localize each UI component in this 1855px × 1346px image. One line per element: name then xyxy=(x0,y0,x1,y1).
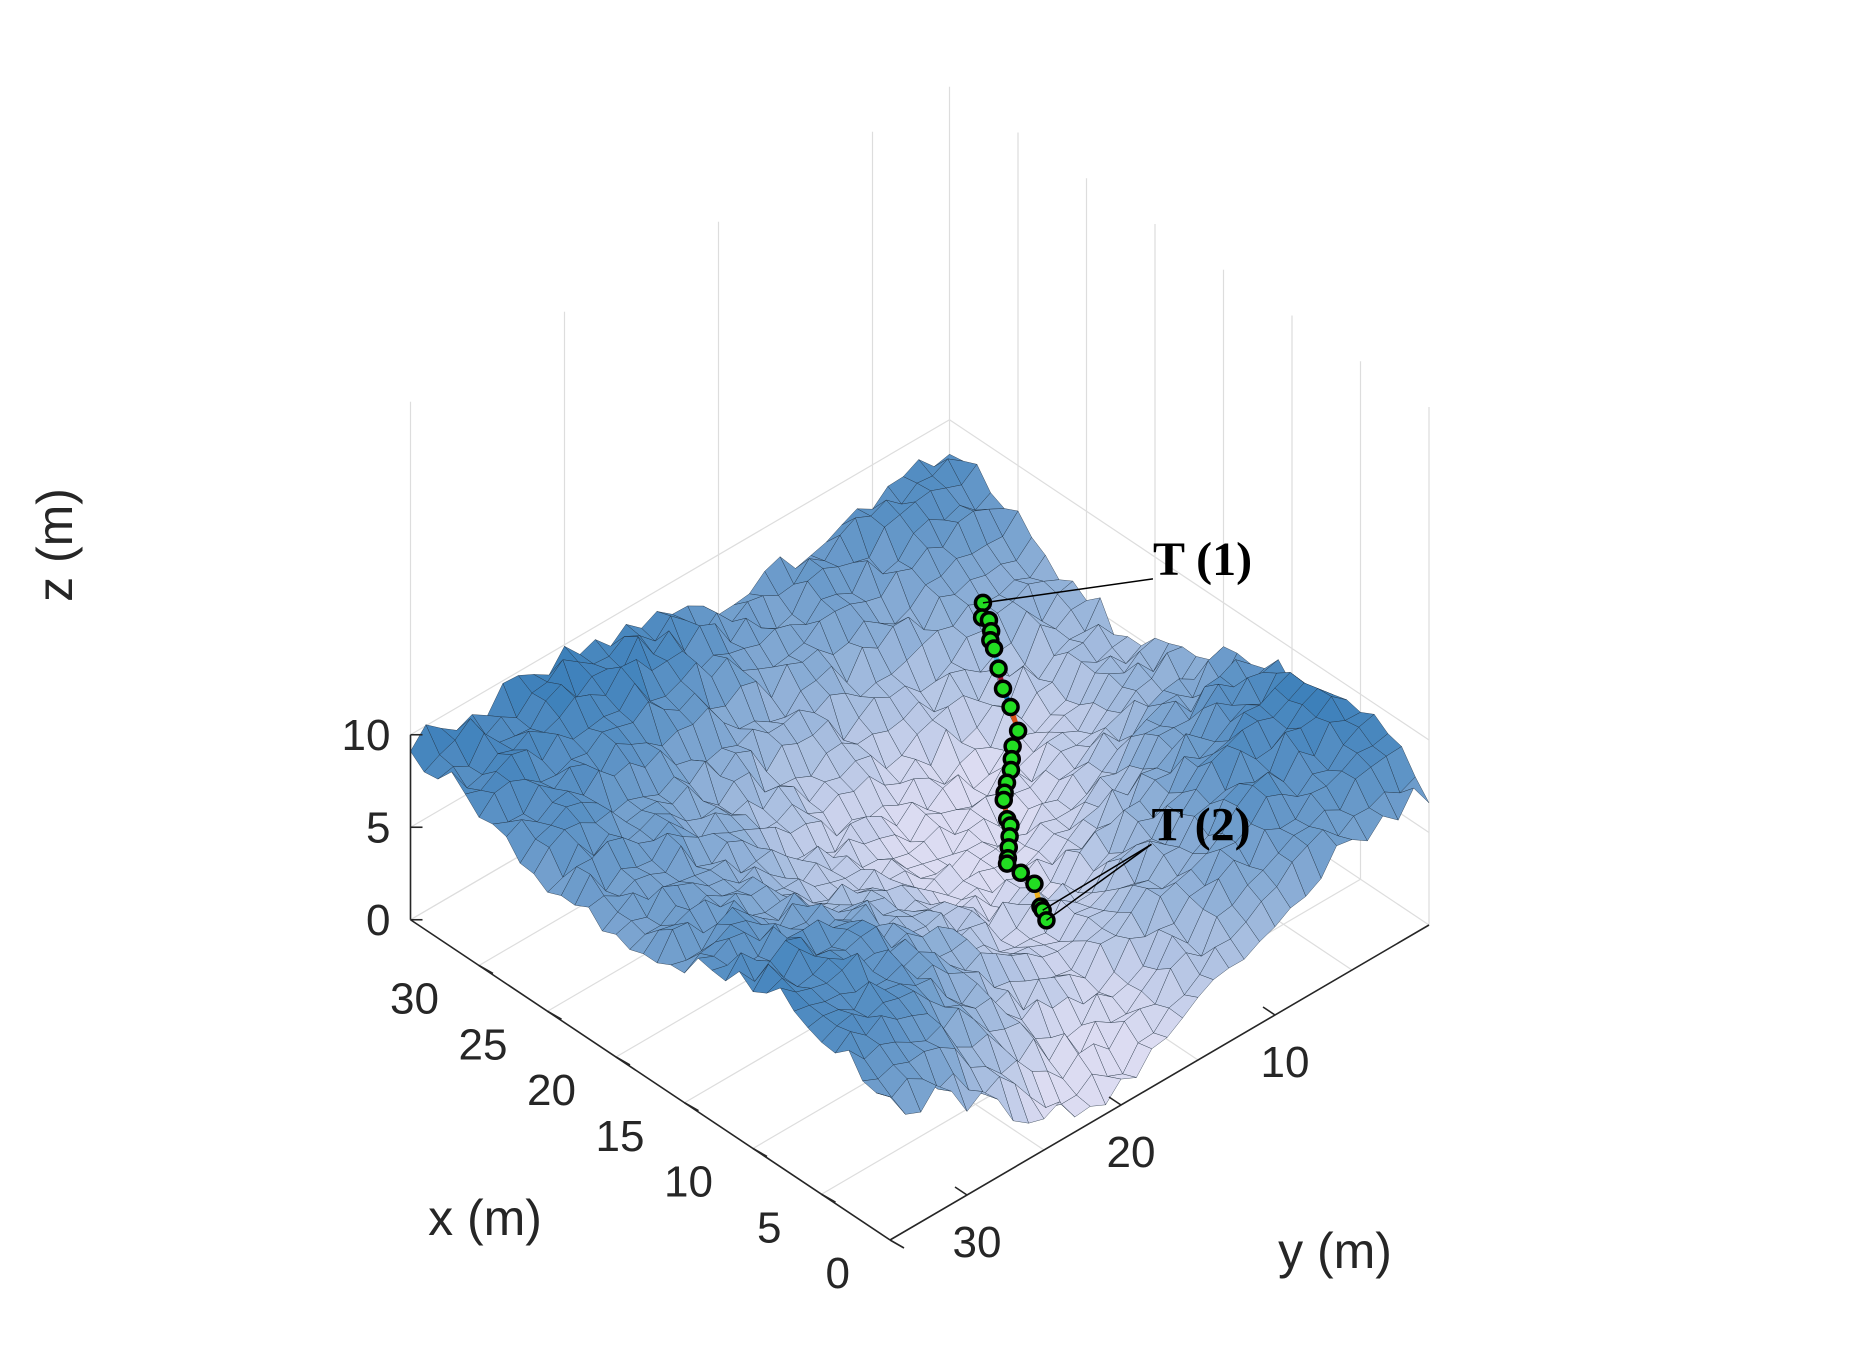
x-tick-label: 20 xyxy=(527,1066,576,1115)
y-axis-line xyxy=(889,924,1430,1241)
path-marker xyxy=(989,659,1008,678)
x-tick xyxy=(478,964,494,975)
terrain-surface xyxy=(410,453,1430,1124)
z-tick-label: 5 xyxy=(366,803,390,852)
x-tick xyxy=(684,1102,699,1112)
annotations: T (1) T (2) xyxy=(982,533,1252,921)
x-tick-label: 5 xyxy=(757,1203,781,1252)
x-tick xyxy=(821,1193,836,1203)
x-axis-line xyxy=(410,919,891,1241)
annotation-label: T (1) xyxy=(1153,533,1252,586)
annotation-leader xyxy=(1042,843,1152,911)
y-tick xyxy=(954,1186,968,1196)
x-tick xyxy=(615,1056,631,1066)
path-marker xyxy=(1011,863,1030,883)
x-tick xyxy=(889,1239,905,1249)
z-tick-label: 0 xyxy=(366,896,390,945)
path xyxy=(972,593,1056,930)
x-tick-label: 25 xyxy=(459,1020,508,1069)
y-tick xyxy=(1262,1006,1276,1016)
annotation-label: T (2) xyxy=(1151,798,1250,851)
path-marker xyxy=(1001,697,1020,717)
path-marker xyxy=(993,679,1013,698)
x-tick-label: 0 xyxy=(826,1249,850,1298)
x-tick-label: 10 xyxy=(664,1158,713,1207)
path-marker xyxy=(1008,721,1028,741)
path-marker xyxy=(994,790,1014,810)
z-tick-label: 10 xyxy=(342,711,391,760)
y-tick-label: 30 xyxy=(953,1218,1002,1267)
grid-line xyxy=(949,419,1430,741)
path-marker xyxy=(997,854,1017,873)
y-tick-label: 10 xyxy=(1261,1038,1310,1087)
x-axis-label: x (m) xyxy=(428,1190,542,1246)
path-marker xyxy=(984,639,1004,658)
grid-line xyxy=(410,419,950,736)
x-tick-label: 30 xyxy=(390,975,439,1024)
y-axis-label: y (m) xyxy=(1278,1223,1392,1279)
z-axis-label: z (m) xyxy=(27,488,83,602)
x-tick xyxy=(752,1147,768,1158)
x-tick-label: 15 xyxy=(596,1112,645,1161)
x-tick xyxy=(547,1010,562,1020)
y-tick-label: 20 xyxy=(1107,1128,1156,1177)
annotation-leader xyxy=(982,578,1154,604)
surface-patch xyxy=(876,1092,906,1115)
y-tick xyxy=(1108,1096,1122,1106)
annotation-leader xyxy=(1046,843,1152,921)
path-marker xyxy=(1025,874,1044,894)
